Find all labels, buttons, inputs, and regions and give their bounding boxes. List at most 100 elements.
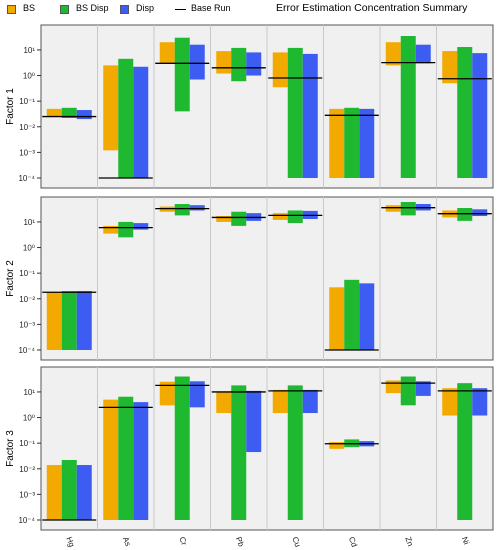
bar-bs-pb: [216, 391, 232, 414]
bar-disp-cd: [359, 108, 375, 178]
y-tick-label: 10⁻³: [19, 320, 35, 329]
bar-bs-zn: [385, 42, 401, 66]
y-tick-label: 10⁻²: [19, 123, 35, 132]
bar-bs-ni: [442, 388, 458, 416]
bar-bs-disp-cd: [344, 279, 360, 350]
y-tick-label: 10¹: [23, 388, 35, 397]
bar-bs-disp-zn: [400, 202, 416, 216]
y-tick-label: 10⁻¹: [19, 97, 35, 106]
y-tick-label: 10¹: [23, 46, 35, 55]
bar-bs-hg: [46, 292, 62, 350]
legend-bs-swatch: [7, 5, 16, 14]
bar-bs-cd: [329, 108, 345, 178]
bar-disp-hg: [76, 110, 92, 120]
x-tick-label-cd: Cd: [347, 536, 359, 549]
x-tick-label-cr: Cr: [177, 536, 188, 547]
bar-bs-disp-cu: [287, 47, 303, 178]
bar-bs-zn: [385, 380, 401, 394]
y-tick-label: 10⁻¹: [19, 439, 35, 448]
bar-disp-cr: [189, 381, 205, 408]
bar-bs-cu: [272, 52, 288, 88]
x-tick-label-pb: Pb: [234, 536, 246, 549]
y-tick-label: 10⁻¹: [19, 269, 35, 278]
bar-bs-disp-as: [118, 396, 134, 520]
bar-disp-hg: [76, 465, 92, 520]
bar-disp-cu: [302, 53, 318, 178]
bar-disp-cu: [302, 389, 318, 414]
bar-bs-disp-cr: [174, 376, 190, 520]
bar-bs-disp-cu: [287, 385, 303, 520]
y-tick-label: 10⁻²: [19, 465, 35, 474]
legend-base-run-line-swatch: [175, 9, 186, 10]
bar-disp-ni: [472, 209, 488, 217]
bar-bs-hg: [46, 108, 62, 117]
y-tick-label: 10⁻³: [19, 148, 35, 157]
bar-bs-disp-hg: [61, 107, 77, 119]
bar-bs-disp-zn: [400, 35, 416, 178]
legend-bs-disp-swatch: [60, 5, 69, 14]
bar-bs-cr: [159, 42, 175, 64]
bar-disp-pb: [246, 52, 262, 76]
bar-bs-disp-cr: [174, 37, 190, 112]
legend-disp-swatch: [120, 5, 129, 14]
bar-bs-disp-hg: [61, 291, 77, 350]
legend: BS BS Disp Disp Base Run: [0, 0, 502, 20]
bar-bs-zn: [385, 205, 401, 212]
y-tick-label: 10⁻³: [19, 490, 35, 499]
bar-disp-cr: [189, 205, 205, 211]
bar-bs-as: [103, 65, 119, 151]
legend-bs-disp-label: BS Disp: [76, 3, 109, 13]
bar-bs-disp-as: [118, 58, 134, 179]
legend-disp-label: Disp: [136, 3, 155, 13]
y-tick-label: 10⁻²: [19, 295, 35, 304]
legend-base-run-label: Base Run: [191, 3, 231, 13]
panel-1-y-axis-label: Factor 1: [5, 88, 16, 125]
bar-bs-disp-pb: [231, 211, 247, 226]
bar-bs-as: [103, 225, 119, 234]
panel-2-y-axis-label: Factor 2: [5, 260, 16, 297]
x-tick-label-zn: Zn: [403, 536, 415, 548]
x-tick-label-hg: Hg: [64, 536, 76, 549]
chart-title: Error Estimation Concentration Summary: [276, 2, 468, 14]
bar-bs-disp-cd: [344, 107, 360, 178]
bar-bs-disp-as: [118, 221, 134, 238]
bar-bs-disp-zn: [400, 376, 416, 406]
legend-bs-label: BS: [23, 3, 36, 13]
y-tick-label: 10¹: [23, 218, 35, 227]
bar-disp-zn: [415, 381, 431, 396]
bar-bs-disp-ni: [457, 47, 473, 178]
x-tick-label-as: As: [121, 536, 133, 548]
bar-bs-disp-pb: [231, 47, 247, 82]
y-tick-label: 10⁰: [23, 244, 35, 253]
bar-disp-ni: [472, 53, 488, 178]
bar-bs-pb: [216, 51, 232, 74]
y-tick-label: 10⁰: [23, 414, 35, 423]
bar-bs-cu: [272, 213, 288, 220]
y-tick-label: 10⁻⁴: [18, 174, 35, 183]
panel-3-y-axis-label: Factor 3: [5, 430, 16, 467]
bar-disp-as: [133, 223, 149, 230]
bar-disp-zn: [415, 44, 431, 64]
bar-disp-hg: [76, 291, 92, 350]
bar-bs-ni: [442, 51, 458, 84]
bar-disp-as: [133, 402, 149, 520]
bar-bs-hg: [46, 465, 62, 520]
x-tick-label-ni: Ni: [460, 536, 471, 546]
bar-disp-ni: [472, 388, 488, 416]
bar-bs-as: [103, 399, 119, 520]
bar-bs-disp-hg: [61, 460, 77, 520]
y-tick-label: 10⁰: [23, 72, 35, 81]
bar-disp-cd: [359, 283, 375, 350]
bar-bs-cd: [329, 442, 345, 449]
bar-bs-cd: [329, 287, 345, 350]
bar-bs-pb: [216, 216, 232, 222]
y-tick-label: 10⁻⁴: [18, 516, 35, 525]
bar-disp-as: [133, 66, 149, 178]
bar-bs-disp-cu: [287, 210, 303, 224]
bar-bs-disp-cr: [174, 204, 190, 216]
x-tick-label-cu: Cu: [290, 536, 302, 549]
bar-bs-cu: [272, 389, 288, 414]
bar-bs-disp-ni: [457, 207, 473, 221]
bar-bs-disp-pb: [231, 385, 247, 520]
